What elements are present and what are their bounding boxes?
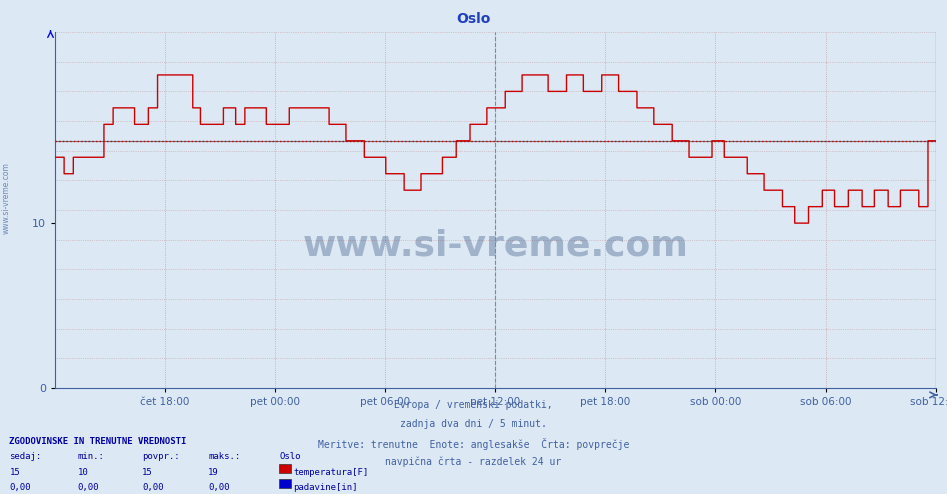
Text: 0,00: 0,00 <box>78 483 99 492</box>
Text: 0,00: 0,00 <box>208 483 230 492</box>
Text: povpr.:: povpr.: <box>142 452 180 461</box>
Text: ZGODOVINSKE IN TRENUTNE VREDNOSTI: ZGODOVINSKE IN TRENUTNE VREDNOSTI <box>9 437 187 446</box>
Text: 15: 15 <box>142 468 152 477</box>
Text: sedaj:: sedaj: <box>9 452 42 461</box>
Text: 10: 10 <box>78 468 88 477</box>
Text: 0,00: 0,00 <box>9 483 31 492</box>
Text: Evropa / vremenski podatki,: Evropa / vremenski podatki, <box>394 400 553 410</box>
Text: 19: 19 <box>208 468 219 477</box>
Text: Oslo: Oslo <box>456 12 491 26</box>
Text: www.si-vreme.com: www.si-vreme.com <box>2 162 11 234</box>
Text: temperatura[F]: temperatura[F] <box>294 468 368 477</box>
Text: navpična črta - razdelek 24 ur: navpična črta - razdelek 24 ur <box>385 456 562 467</box>
Text: 15: 15 <box>9 468 20 477</box>
Text: www.si-vreme.com: www.si-vreme.com <box>302 229 688 262</box>
Text: min.:: min.: <box>78 452 104 461</box>
Text: zadnja dva dni / 5 minut.: zadnja dva dni / 5 minut. <box>400 419 547 429</box>
Text: Oslo: Oslo <box>279 452 301 461</box>
Text: 0,00: 0,00 <box>142 483 164 492</box>
Text: padavine[in]: padavine[in] <box>294 483 358 492</box>
Text: maks.:: maks.: <box>208 452 241 461</box>
Text: Meritve: trenutne  Enote: anglesakše  Črta: povprečje: Meritve: trenutne Enote: anglesakše Črta… <box>318 438 629 450</box>
